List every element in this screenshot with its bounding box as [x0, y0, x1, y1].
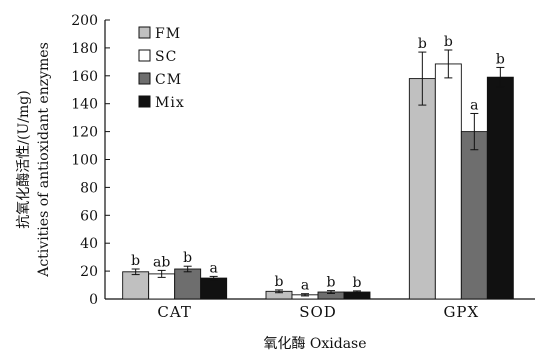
legend-label: Mix [155, 95, 185, 111]
y-tick-label: 60 [80, 208, 98, 224]
significance-label: a [301, 278, 309, 294]
significance-label: b [496, 51, 505, 67]
bar [408, 78, 436, 300]
y-tick-label: 100 [71, 153, 98, 169]
bar [174, 268, 202, 300]
y-tick-label: 80 [80, 180, 98, 196]
y-axis-title-english: Activities of antioxidant enzymes [36, 42, 52, 278]
x-axis-title: 氧化酶 Oxidase [263, 336, 366, 352]
axes: 0 20 40 60 80 100 120 140 160 180 200 CAT SOD GPX [71, 13, 535, 321]
legend-swatch [138, 72, 151, 85]
x-tick-label: CAT [157, 303, 192, 321]
y-tick-label: 20 [80, 264, 98, 280]
legend-swatch [138, 95, 151, 108]
significance-label: a [470, 97, 478, 113]
significance-label: b [418, 36, 427, 52]
y-tick-label: 40 [80, 236, 98, 252]
bar [200, 277, 228, 300]
x-tick-label: GPX [443, 303, 479, 321]
significance-label: b [353, 275, 362, 291]
legend-swatch [138, 26, 151, 39]
y-tick-label: 200 [71, 13, 98, 29]
significance-label: b [183, 250, 192, 266]
significance-label: a [209, 260, 217, 276]
significance-label: b [131, 253, 140, 269]
legend-label: SC [155, 49, 177, 65]
bar [486, 76, 514, 300]
x-tick-label: SOD [299, 303, 337, 321]
legend-swatch [138, 49, 151, 62]
significance-label: b [275, 274, 284, 290]
y-tick-label: 160 [71, 69, 98, 85]
bars: b ab bab a b bb bab [122, 34, 514, 300]
significance-label: b [327, 275, 336, 291]
significance-label: ab [153, 254, 170, 270]
y-tick-label: 0 [89, 292, 98, 308]
y-tick-label: 180 [71, 41, 98, 57]
bar [434, 63, 462, 300]
legend-label: FM [155, 26, 181, 42]
y-tick-label: 140 [71, 97, 98, 113]
y-axis-title-chinese: 抗氧化酶活性/(U/mg) [16, 90, 32, 228]
bar [122, 271, 150, 300]
legend-label: CM [155, 72, 182, 88]
bar [460, 131, 488, 300]
significance-label: b [444, 34, 453, 50]
y-tick-label: 120 [71, 125, 98, 141]
legend: FM SC CM Mix [138, 26, 185, 111]
